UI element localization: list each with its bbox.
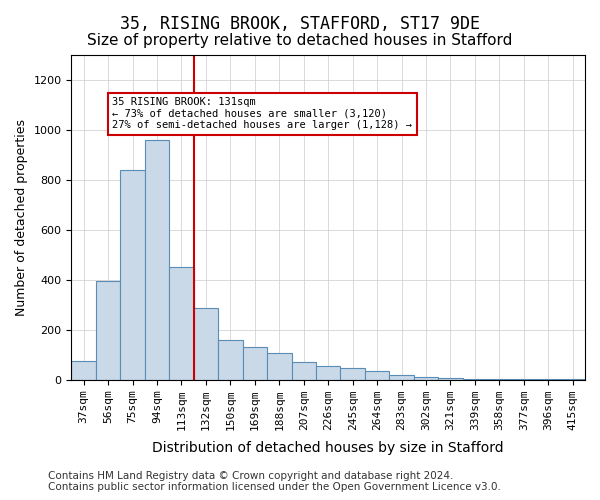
Bar (218, 340, 242, 380)
Y-axis label: Number of detached properties: Number of detached properties (15, 119, 28, 316)
Bar (267, 354, 292, 380)
Bar (194, 308, 218, 380)
Bar (169, 268, 194, 380)
Text: Contains HM Land Registry data © Crown copyright and database right 2024.
Contai: Contains HM Land Registry data © Crown c… (48, 471, 501, 492)
Bar (145, 140, 169, 380)
Bar (71, 361, 96, 380)
Bar (389, 374, 414, 380)
Bar (292, 362, 316, 380)
Bar (463, 379, 487, 380)
Bar (438, 378, 463, 380)
Bar (242, 347, 267, 380)
Bar (316, 366, 340, 380)
Bar (340, 368, 365, 380)
Bar (96, 281, 121, 380)
Text: 35 RISING BROOK: 131sqm
← 73% of detached houses are smaller (3,120)
27% of semi: 35 RISING BROOK: 131sqm ← 73% of detache… (112, 97, 412, 130)
Bar (365, 371, 389, 380)
Bar (121, 170, 145, 380)
Text: 35, RISING BROOK, STAFFORD, ST17 9DE: 35, RISING BROOK, STAFFORD, ST17 9DE (120, 15, 480, 33)
X-axis label: Distribution of detached houses by size in Stafford: Distribution of detached houses by size … (152, 441, 504, 455)
Text: Size of property relative to detached houses in Stafford: Size of property relative to detached ho… (88, 32, 512, 48)
Bar (414, 377, 438, 380)
